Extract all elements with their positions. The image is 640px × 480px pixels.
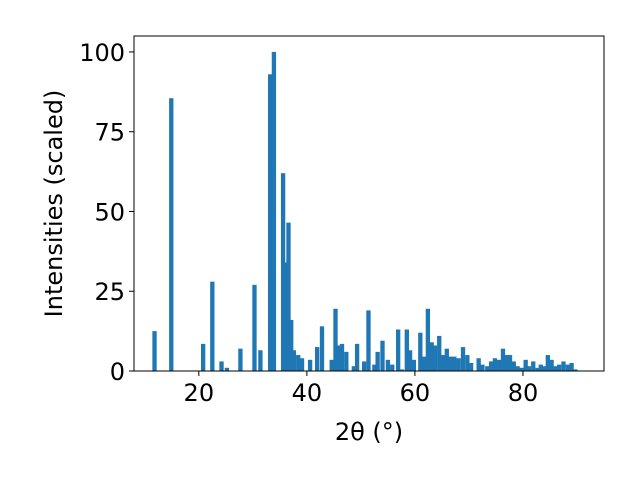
bar <box>465 355 470 371</box>
bar <box>210 281 215 371</box>
plot-frame <box>133 35 605 372</box>
bar <box>289 319 294 371</box>
bar <box>460 347 466 371</box>
bar <box>504 355 509 371</box>
bar <box>557 364 562 371</box>
bar <box>307 359 313 371</box>
bar <box>476 358 481 371</box>
bar <box>354 343 360 371</box>
bar <box>219 361 224 371</box>
bar <box>511 361 516 371</box>
bar <box>396 329 401 371</box>
bar <box>380 340 385 371</box>
x-axis-label: 2θ (°) <box>335 418 403 446</box>
bar <box>531 361 536 371</box>
bar <box>375 351 380 371</box>
bar <box>399 369 405 371</box>
bar <box>553 366 558 371</box>
bar <box>573 369 578 371</box>
y-tick-label: 100 <box>79 39 125 67</box>
bar <box>238 348 243 371</box>
bar <box>538 364 543 371</box>
ticks-group: 20 40 60 80 0 25 50 75 100 <box>79 39 538 407</box>
bar <box>366 310 371 371</box>
bar <box>152 331 157 371</box>
bar <box>339 343 345 371</box>
bar <box>535 367 540 371</box>
bar <box>523 359 528 371</box>
bar <box>361 361 367 371</box>
bar <box>440 355 446 371</box>
bar <box>351 366 357 371</box>
bar <box>437 335 442 371</box>
y-tick-label: 0 <box>110 358 125 386</box>
bar <box>452 356 457 371</box>
bar <box>549 359 554 371</box>
bar <box>404 329 409 371</box>
bar <box>485 366 490 371</box>
bar <box>545 355 550 371</box>
bar <box>488 361 494 371</box>
x-tick-label: 20 <box>184 379 215 407</box>
x-tick-label: 80 <box>508 379 539 407</box>
bar <box>372 364 377 371</box>
bar <box>319 326 325 371</box>
bar <box>299 358 305 371</box>
bar <box>224 367 230 371</box>
bar <box>519 367 524 371</box>
bar <box>421 356 427 371</box>
y-tick-label: 75 <box>94 119 125 147</box>
bar <box>480 364 485 371</box>
y-tick-label: 50 <box>94 198 125 226</box>
y-tick-label: 25 <box>94 278 125 306</box>
bar <box>280 173 286 371</box>
bar <box>425 308 431 371</box>
bar <box>569 363 574 371</box>
y-axis-label: Intensities (scaled) <box>40 90 68 318</box>
bar <box>267 74 273 371</box>
bar <box>314 347 320 371</box>
bar <box>500 348 506 371</box>
bar <box>258 350 263 371</box>
bar <box>271 51 277 371</box>
bar <box>542 366 547 371</box>
bar <box>429 342 434 371</box>
x-tick-label: 40 <box>292 379 323 407</box>
bar <box>448 356 453 371</box>
bar <box>565 364 570 371</box>
bar <box>561 361 566 371</box>
bar <box>390 364 395 371</box>
bar <box>333 308 338 371</box>
bar <box>407 350 413 371</box>
bar <box>432 345 438 371</box>
bar <box>515 366 520 371</box>
bar <box>418 332 423 371</box>
bar <box>444 348 449 371</box>
bar <box>252 284 257 371</box>
bar <box>286 222 291 371</box>
bar <box>329 359 334 371</box>
bar <box>344 351 349 371</box>
bar <box>200 343 206 371</box>
bar <box>468 363 474 371</box>
bar <box>507 355 513 371</box>
bar <box>492 358 498 371</box>
bar <box>296 355 301 371</box>
bar <box>526 366 532 371</box>
bar <box>497 359 502 371</box>
bar <box>385 359 391 371</box>
bar <box>411 359 416 371</box>
bar <box>456 358 461 371</box>
bar <box>169 98 174 372</box>
bar <box>336 345 341 371</box>
bars-group <box>152 51 578 372</box>
x-tick-label: 60 <box>400 379 431 407</box>
bar <box>291 350 297 371</box>
